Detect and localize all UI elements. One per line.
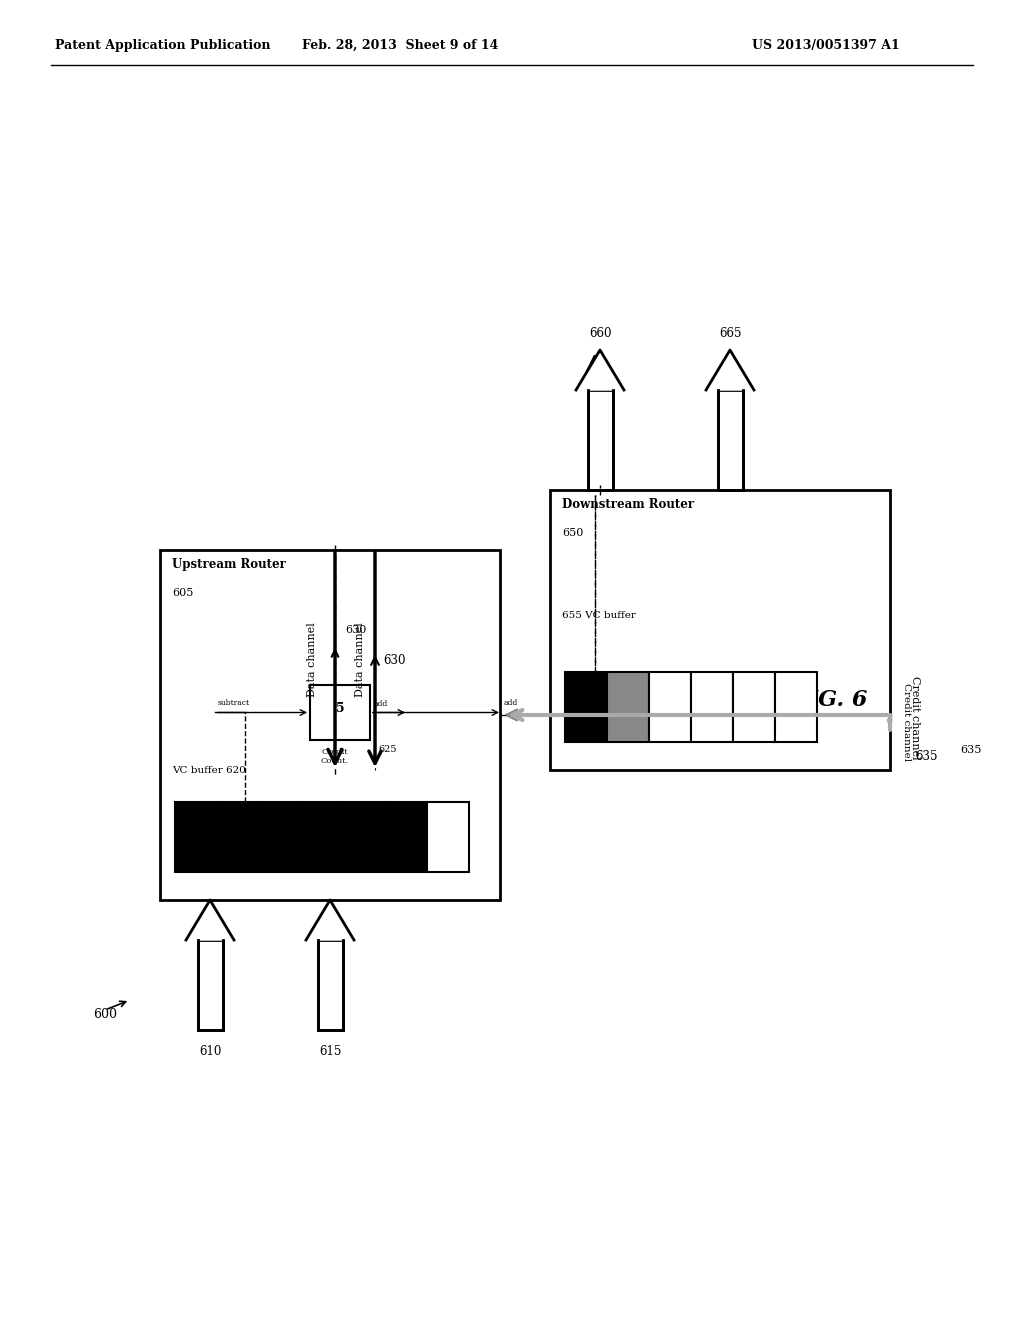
Text: 650: 650 bbox=[562, 528, 584, 539]
Bar bbox=[301, 803, 343, 873]
Text: Credit
Count.: Credit Count. bbox=[321, 748, 349, 764]
Text: 5: 5 bbox=[336, 702, 344, 715]
Bar bbox=[175, 803, 217, 873]
Bar bbox=[649, 672, 691, 742]
Bar bbox=[198, 940, 222, 1030]
Bar bbox=[259, 803, 301, 873]
Text: 605: 605 bbox=[172, 587, 194, 598]
Text: 655 VC buffer: 655 VC buffer bbox=[562, 611, 636, 620]
Text: Feb. 28, 2013  Sheet 9 of 14: Feb. 28, 2013 Sheet 9 of 14 bbox=[302, 38, 499, 51]
Bar bbox=[733, 672, 775, 742]
Polygon shape bbox=[575, 350, 624, 389]
Bar bbox=[317, 940, 342, 1030]
Bar bbox=[310, 685, 370, 741]
Text: Credit channel: Credit channel bbox=[910, 676, 920, 759]
Polygon shape bbox=[186, 900, 234, 940]
Text: 660: 660 bbox=[589, 327, 611, 341]
Text: Patent Application Publication: Patent Application Publication bbox=[55, 38, 270, 51]
Text: Downstream Router: Downstream Router bbox=[562, 498, 694, 511]
Bar bbox=[718, 389, 742, 490]
Text: 635: 635 bbox=[961, 744, 981, 755]
Polygon shape bbox=[306, 900, 354, 940]
Bar bbox=[691, 672, 733, 742]
Text: add: add bbox=[374, 701, 388, 709]
Text: Credit channel: Credit channel bbox=[902, 684, 911, 762]
Text: 600: 600 bbox=[93, 1008, 117, 1022]
Bar bbox=[427, 803, 469, 873]
Text: US 2013/0051397 A1: US 2013/0051397 A1 bbox=[753, 38, 900, 51]
Text: 630: 630 bbox=[345, 624, 367, 635]
Text: Data channel: Data channel bbox=[307, 623, 317, 697]
Bar bbox=[775, 672, 817, 742]
Text: 625: 625 bbox=[378, 744, 396, 754]
Text: Data channel: Data channel bbox=[355, 623, 365, 697]
Bar bbox=[588, 389, 612, 490]
Text: Upstream Router: Upstream Router bbox=[172, 558, 286, 572]
Text: VC buffer 620: VC buffer 620 bbox=[172, 766, 246, 775]
Text: 610: 610 bbox=[199, 1045, 221, 1059]
Text: subtract: subtract bbox=[218, 700, 250, 708]
Bar bbox=[160, 550, 500, 900]
Text: 665: 665 bbox=[719, 327, 741, 341]
Text: add: add bbox=[504, 700, 518, 708]
Text: 615: 615 bbox=[318, 1045, 341, 1059]
Bar bbox=[217, 803, 259, 873]
Polygon shape bbox=[706, 350, 754, 389]
Text: 635: 635 bbox=[915, 750, 938, 763]
Bar bbox=[550, 490, 890, 770]
Text: FIG. 6: FIG. 6 bbox=[793, 689, 867, 711]
Bar bbox=[385, 803, 427, 873]
Bar bbox=[565, 672, 607, 742]
Bar bbox=[343, 803, 385, 873]
Bar bbox=[607, 672, 649, 742]
Text: 630: 630 bbox=[383, 653, 406, 667]
